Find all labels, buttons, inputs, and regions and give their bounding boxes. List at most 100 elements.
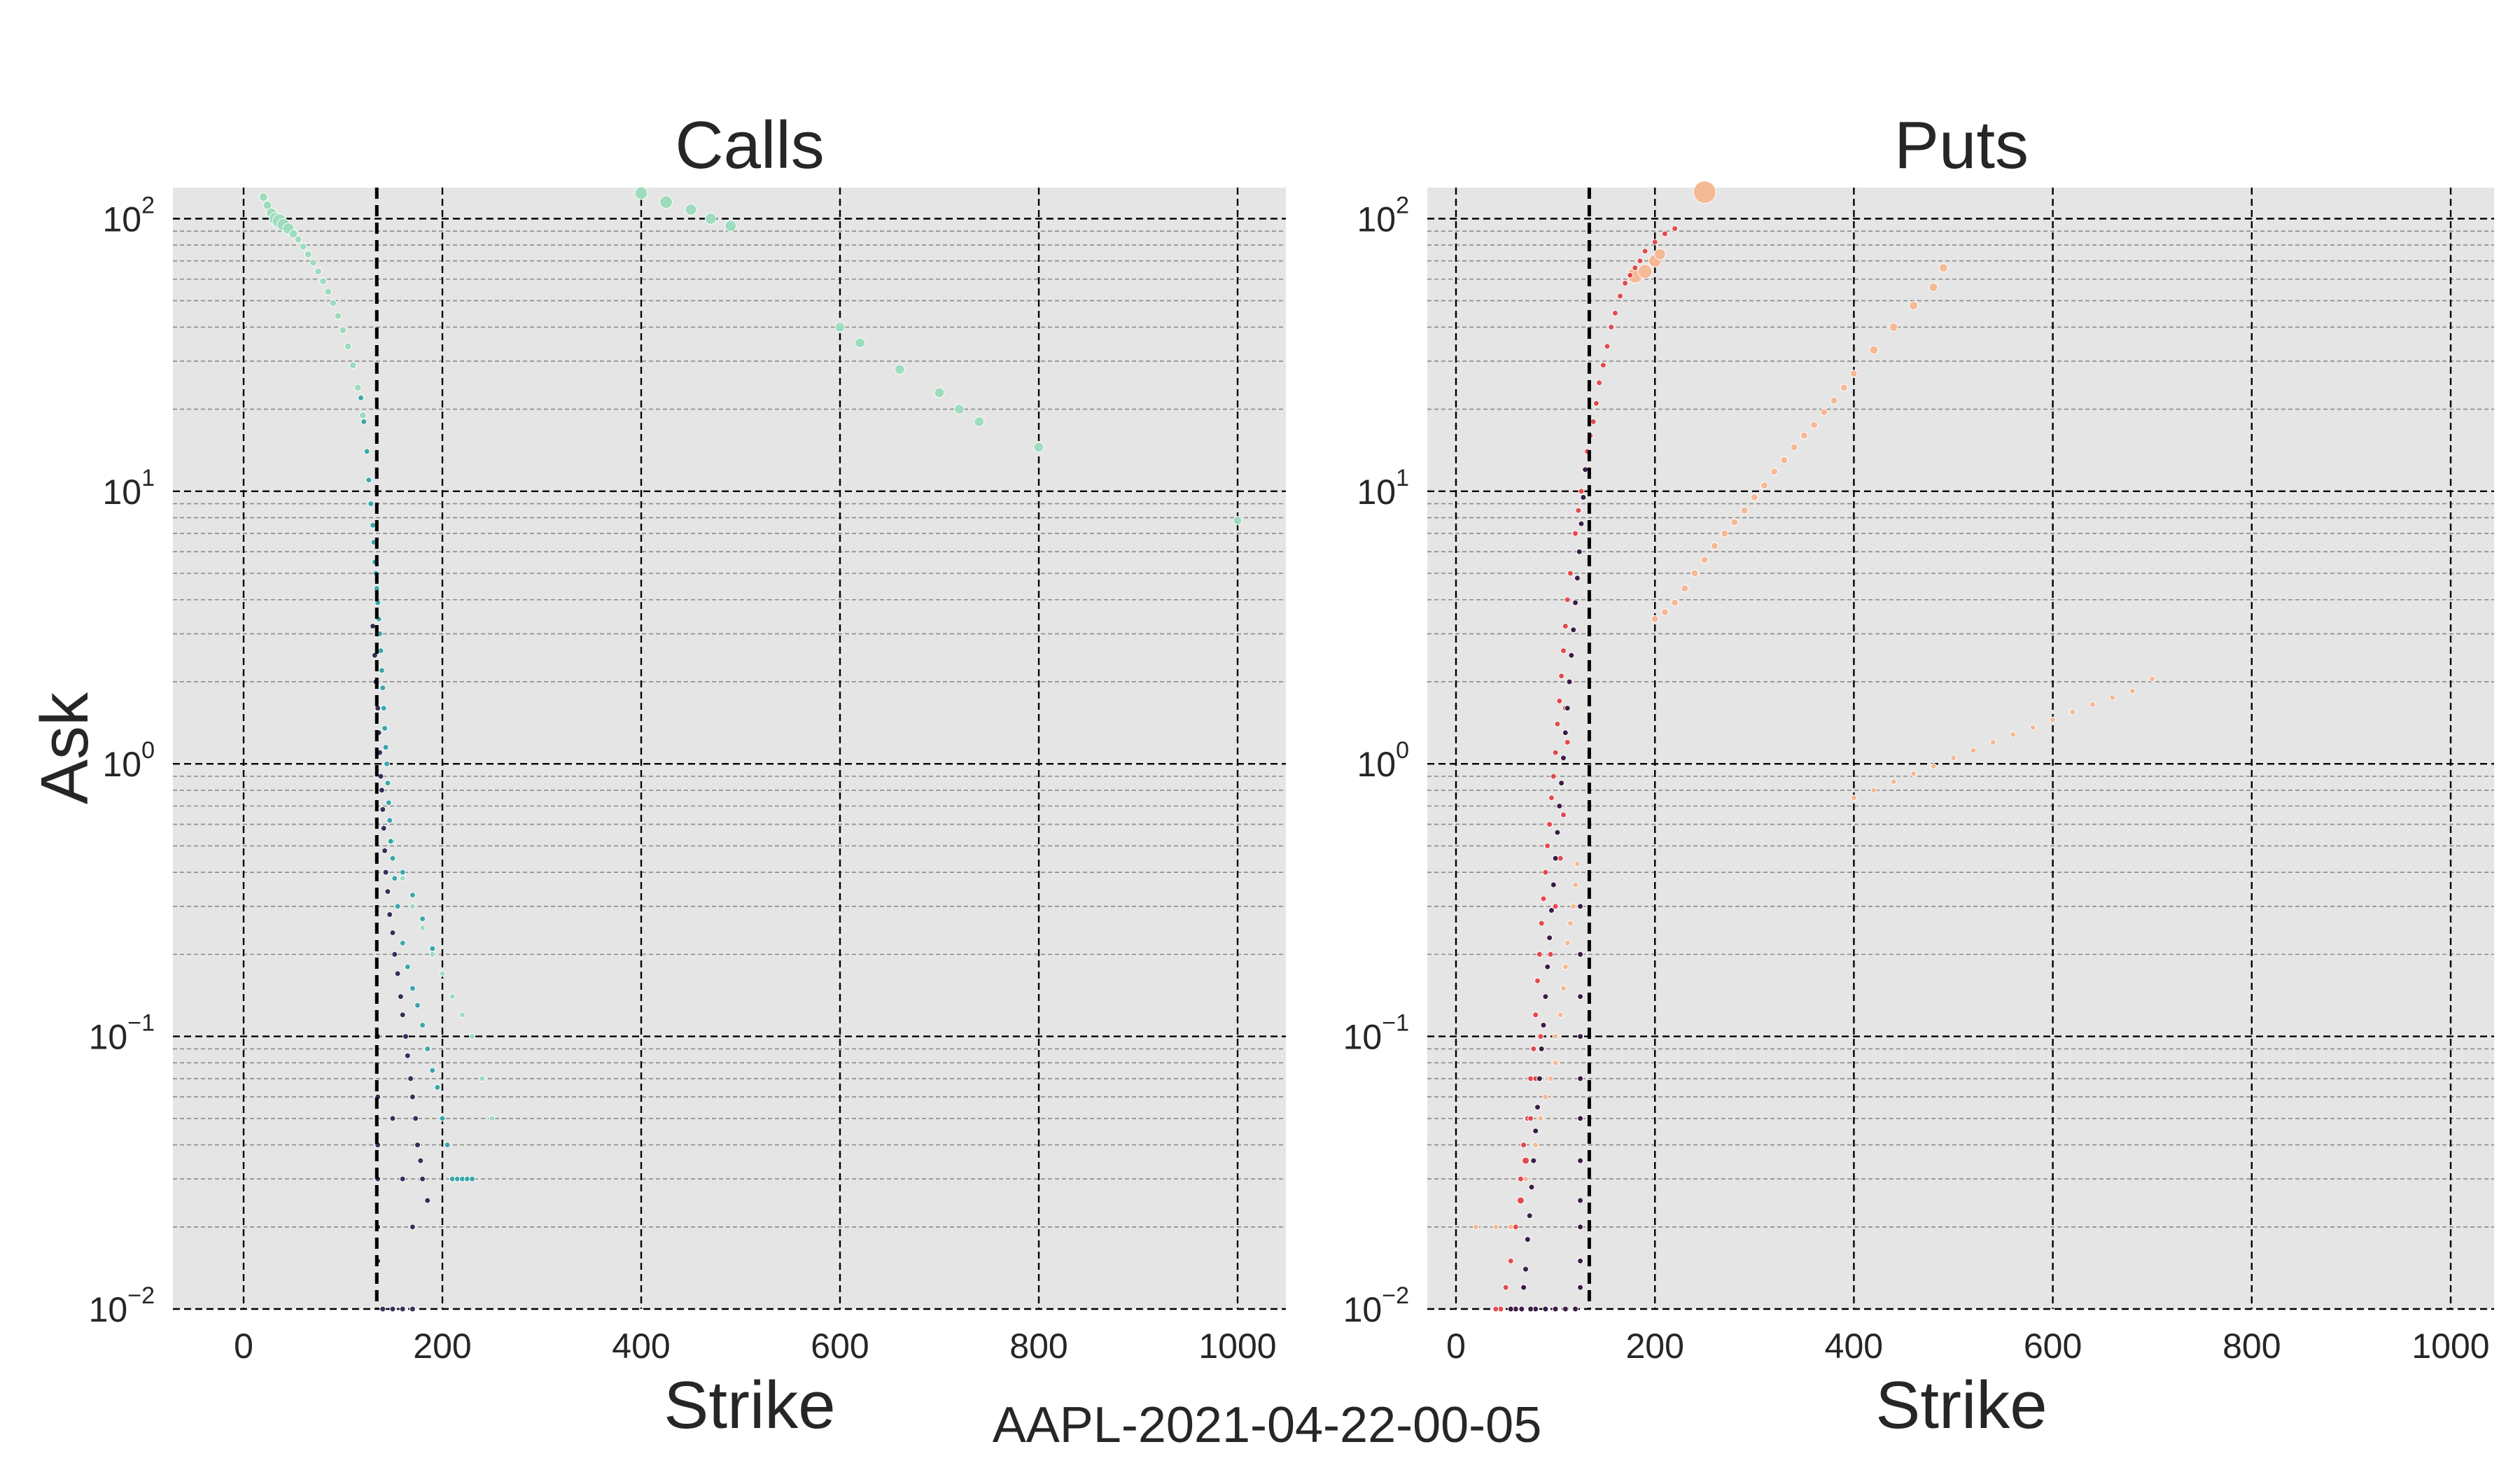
data-point: [1750, 493, 1758, 501]
data-point: [1518, 1306, 1525, 1312]
data-point: [391, 875, 398, 882]
data-point: [429, 1067, 436, 1074]
puts-plot-area: [1427, 188, 2494, 1309]
data-point: [1721, 529, 1729, 538]
data-point: [1637, 264, 1653, 279]
data-point: [1577, 1157, 1584, 1164]
data-point: [1570, 626, 1577, 634]
x-tick-label: 200: [413, 1326, 471, 1366]
data-point: [409, 892, 416, 899]
data-point: [1512, 1224, 1519, 1231]
data-point: [1528, 1184, 1535, 1191]
calls-title: Calls: [675, 108, 824, 183]
data-point: [1524, 1236, 1531, 1243]
data-point: [1520, 1284, 1527, 1291]
puts-title: Puts: [1894, 108, 2029, 183]
data-point: [458, 1011, 465, 1018]
data-point: [378, 787, 385, 794]
data-point: [399, 869, 406, 876]
data-point: [358, 394, 365, 401]
data-point: [1558, 673, 1565, 680]
data-point: [394, 970, 401, 977]
data-point: [1800, 431, 1808, 440]
data-point: [1577, 903, 1584, 910]
y-tick-exponent: 0: [141, 737, 155, 764]
data-point: [1517, 1175, 1524, 1182]
data-point: [1526, 1212, 1533, 1219]
y-tick-label: 101: [102, 465, 155, 512]
data-point: [2149, 676, 2156, 682]
data-point: [1910, 770, 1917, 777]
data-point: [349, 361, 357, 370]
x-tick-label: 400: [612, 1326, 670, 1366]
data-point: [399, 1175, 406, 1182]
data-point: [409, 985, 416, 992]
data-point: [1530, 1157, 1537, 1164]
data-point: [1562, 963, 1569, 970]
data-point: [1575, 507, 1582, 514]
data-point: [380, 705, 387, 712]
data-point: [1567, 920, 1574, 927]
data-point: [1552, 749, 1559, 756]
data-point: [382, 724, 388, 732]
data-point: [1033, 442, 1044, 453]
data-point: [379, 1306, 386, 1312]
data-point: [434, 1084, 441, 1091]
data-point: [1582, 466, 1589, 473]
data-point: [339, 326, 347, 335]
data-point: [2010, 731, 2017, 738]
data-point: [953, 404, 965, 415]
data-point: [294, 235, 302, 244]
data-point: [1869, 345, 1879, 355]
data-point: [1570, 903, 1577, 910]
data-point: [380, 825, 387, 832]
data-point: [1522, 1266, 1529, 1273]
data-point: [1544, 963, 1551, 970]
data-point: [1642, 248, 1648, 255]
data-point: [1637, 258, 1644, 265]
data-point: [1790, 443, 1798, 451]
calls-x-axis-label: Strike: [664, 1368, 835, 1443]
data-point: [1556, 697, 1563, 704]
y-tick-label: 101: [1357, 465, 1409, 512]
data-point: [407, 1075, 414, 1082]
data-point: [370, 623, 377, 629]
data-point: [1989, 738, 1996, 746]
y-tick-exponent: 1: [141, 465, 155, 491]
figure-caption: AAPL-2021-04-22-00-05: [993, 1397, 1542, 1453]
data-point: [1820, 408, 1828, 416]
x-tick-label: 600: [2024, 1326, 2082, 1366]
data-point: [1711, 542, 1718, 550]
data-point: [1850, 794, 1857, 802]
data-point: [489, 1115, 496, 1122]
data-point: [1740, 506, 1749, 514]
data-point: [397, 993, 404, 1000]
data-point: [371, 652, 378, 659]
data-point: [1770, 468, 1779, 476]
data-point: [1909, 301, 1919, 310]
y-tick-exponent: −2: [1382, 1282, 1409, 1309]
calls-plot-area: [173, 188, 1286, 1309]
data-point: [370, 522, 377, 528]
data-point: [1546, 934, 1553, 941]
data-point: [389, 1115, 396, 1122]
data-point: [1507, 1257, 1514, 1264]
data-point: [391, 951, 398, 958]
data-point: [1950, 755, 1956, 762]
data-point: [1690, 569, 1699, 578]
data-point: [1532, 1128, 1539, 1135]
data-point: [384, 760, 390, 767]
data-point: [1552, 1033, 1559, 1040]
y-tick-label: 100: [1357, 737, 1409, 784]
data-point: [382, 744, 389, 750]
data-point: [1580, 494, 1587, 500]
data-point: [1527, 1115, 1534, 1122]
puts-x-ticks: 0 200 400 600 800 1000: [1446, 1326, 2490, 1366]
data-point: [1546, 821, 1553, 828]
data-point: [1590, 418, 1597, 425]
data-point: [288, 229, 298, 239]
x-tick-label: 200: [1625, 1326, 1684, 1366]
